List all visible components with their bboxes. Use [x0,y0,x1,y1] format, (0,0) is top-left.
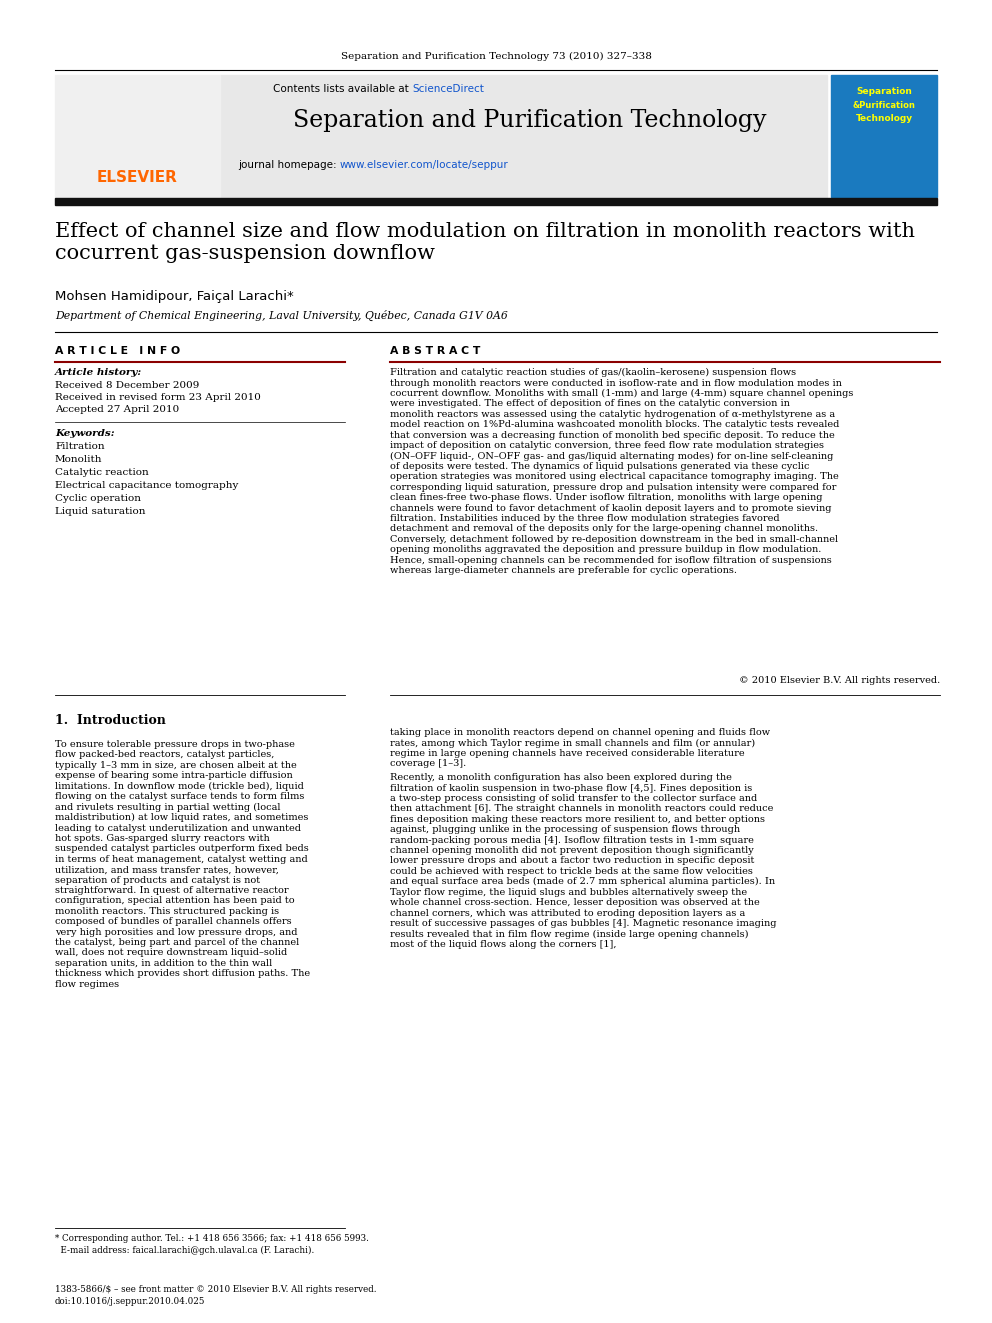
Bar [55,75,220,197]
Text: journal homepage:: journal homepage: [238,160,340,169]
Text: taking place in monolith reactors depend on channel opening and fluids flow
rate: taking place in monolith reactors depend… [390,728,770,769]
Text: Recently, a monolith configuration has also been explored during the
filtration : Recently, a monolith configuration has a… [390,773,777,949]
Bar [831,75,937,197]
Text: doi:10.1016/j.seppur.2010.04.025: doi:10.1016/j.seppur.2010.04.025 [55,1297,205,1306]
Text: Received 8 December 2009: Received 8 December 2009 [55,381,199,390]
Text: Accepted 27 April 2010: Accepted 27 April 2010 [55,405,180,414]
Text: Separation and Purification Technology: Separation and Purification Technology [294,108,767,132]
Bar [220,75,827,197]
Text: Technology: Technology [855,114,913,123]
Text: Mohsen Hamidipour, Faiçal Larachi*: Mohsen Hamidipour, Faiçal Larachi* [55,290,294,303]
Text: Liquid saturation: Liquid saturation [55,507,146,516]
Text: © 2010 Elsevier B.V. All rights reserved.: © 2010 Elsevier B.V. All rights reserved… [739,676,940,685]
Text: Cyclic operation: Cyclic operation [55,493,141,503]
Text: 1383-5866/$ – see front matter © 2010 Elsevier B.V. All rights reserved.: 1383-5866/$ – see front matter © 2010 El… [55,1285,377,1294]
Text: Keywords:: Keywords: [55,429,115,438]
Text: &Purification: &Purification [852,101,916,110]
Text: Separation: Separation [856,87,912,97]
Bar [55,198,937,205]
Text: Monolith: Monolith [55,455,102,464]
Text: To ensure tolerable pressure drops in two-phase
flow packed-bed reactors, cataly: To ensure tolerable pressure drops in tw… [55,740,310,988]
Text: * Corresponding author. Tel.: +1 418 656 3566; fax: +1 418 656 5993.: * Corresponding author. Tel.: +1 418 656… [55,1234,369,1244]
Text: Filtration and catalytic reaction studies of gas/(kaolin–kerosene) suspension fl: Filtration and catalytic reaction studie… [390,368,853,576]
Text: Electrical capacitance tomography: Electrical capacitance tomography [55,482,238,490]
Text: www.elsevier.com/locate/seppur: www.elsevier.com/locate/seppur [340,160,509,169]
Text: Received in revised form 23 April 2010: Received in revised form 23 April 2010 [55,393,261,402]
Text: A B S T R A C T: A B S T R A C T [390,347,480,356]
Text: ScienceDirect: ScienceDirect [412,83,484,94]
Text: Filtration: Filtration [55,442,104,451]
Text: Department of Chemical Engineering, Laval University, Québec, Canada G1V 0A6: Department of Chemical Engineering, Lava… [55,310,508,321]
Text: Effect of channel size and flow modulation on filtration in monolith reactors wi: Effect of channel size and flow modulati… [55,222,915,263]
Text: Article history:: Article history: [55,368,142,377]
Text: Separation and Purification Technology 73 (2010) 327–338: Separation and Purification Technology 7… [340,52,652,61]
Text: Catalytic reaction: Catalytic reaction [55,468,149,478]
Text: E-mail address: faical.larachi@gch.ulaval.ca (F. Larachi).: E-mail address: faical.larachi@gch.ulava… [55,1246,314,1256]
Text: A R T I C L E   I N F O: A R T I C L E I N F O [55,347,181,356]
Text: Contents lists available at: Contents lists available at [273,83,412,94]
Text: ELSEVIER: ELSEVIER [96,169,178,185]
Text: 1.  Introduction: 1. Introduction [55,714,166,728]
